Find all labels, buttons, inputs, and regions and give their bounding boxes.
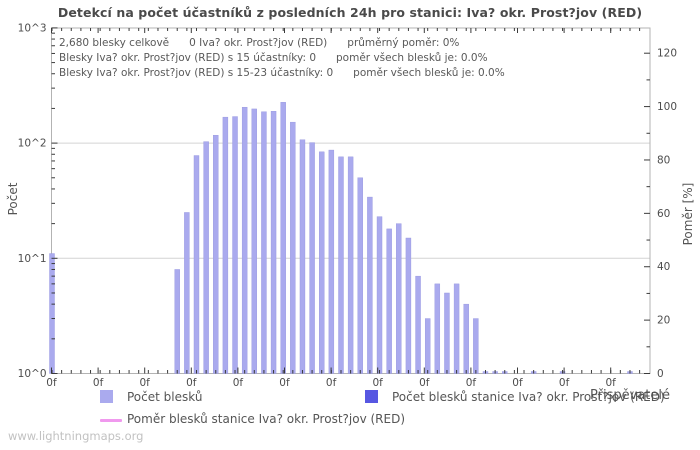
bar xyxy=(338,156,344,374)
bar xyxy=(280,102,286,374)
y-axis-label-left: Počet xyxy=(6,182,20,216)
x-tick-label: 0f xyxy=(466,377,477,389)
bar xyxy=(367,196,373,374)
bar xyxy=(241,106,248,374)
bar xyxy=(213,135,219,374)
y-left-tick-label: 10^1 xyxy=(18,253,47,265)
bar xyxy=(376,216,383,374)
x-tick-label: 0f xyxy=(93,377,104,389)
bar xyxy=(444,292,450,374)
y-axis-label-right: Poměr [%] xyxy=(681,182,695,246)
bar xyxy=(415,275,421,374)
x-tick-label: 0f xyxy=(186,377,197,389)
y-left-tick-label: 10^3 xyxy=(18,22,47,34)
stats-block: 2,680 blesky celkově 0 Iva? okr. Prost?j… xyxy=(59,36,505,81)
bar xyxy=(328,149,335,374)
bar xyxy=(232,116,238,374)
bar xyxy=(319,151,325,374)
x-tick-label: 0f xyxy=(373,377,384,389)
bar xyxy=(184,212,190,374)
legend-label-ratio: Poměr blesků stanice Iva? okr. Prost?jov… xyxy=(127,412,406,426)
bar xyxy=(396,223,402,374)
bar xyxy=(203,141,209,374)
bar xyxy=(424,318,431,374)
x-tick-label: 0f xyxy=(606,377,617,389)
bar xyxy=(463,303,469,374)
legend-line-ratio xyxy=(100,419,122,422)
y-right-tick-label: 80 xyxy=(657,154,670,166)
legend-label-station-flashes: Počet blesků stanice Iva? okr. Prost?jov… xyxy=(392,390,665,404)
y-right-tick-label: 0 xyxy=(657,368,664,380)
chart-title: Detekcí na počet účastníků z posledních … xyxy=(57,5,643,20)
bar xyxy=(453,283,460,374)
x-tick-label: 0f xyxy=(233,377,244,389)
y-right-tick-label: 120 xyxy=(657,48,677,60)
stats-line-1: 2,680 blesky celkově 0 Iva? okr. Prost?j… xyxy=(59,37,460,49)
x-axis-label: Přispěvatelé xyxy=(590,388,670,403)
bar xyxy=(222,116,229,374)
x-tick-label: 0f xyxy=(512,377,523,389)
bar xyxy=(193,155,200,374)
x-tick-label: 0f xyxy=(46,377,57,389)
bar xyxy=(405,237,412,374)
x-tick-label: 0f xyxy=(140,377,151,389)
bar xyxy=(386,228,392,374)
bar xyxy=(357,177,363,374)
stats-line-2: Blesky Iva? okr. Prost?jov (RED) s 15 úč… xyxy=(59,52,488,64)
y-right-tick-label: 100 xyxy=(657,101,677,113)
x-tick-label: 0f xyxy=(559,377,570,389)
bar xyxy=(270,111,277,374)
legend-label-total-flashes: Počet blesků xyxy=(127,390,203,404)
bar xyxy=(49,253,55,374)
bar xyxy=(309,142,315,374)
y-left-tick-label: 10^2 xyxy=(18,138,47,150)
bar xyxy=(251,108,257,374)
y-right-tick-label: 40 xyxy=(657,261,670,273)
y-right-tick-label: 60 xyxy=(657,208,670,220)
x-tick-label: 0f xyxy=(279,377,290,389)
legend-swatch-total-flashes xyxy=(100,390,113,403)
bar xyxy=(434,283,441,374)
y-left-tick-label: 10^0 xyxy=(18,368,47,380)
bar xyxy=(174,269,180,374)
x-tick-label: 0f xyxy=(326,377,337,389)
y-right-tick-label: 20 xyxy=(657,315,670,327)
x-tick-label: 0f xyxy=(419,377,430,389)
bar xyxy=(290,121,296,374)
stats-line-3: Blesky Iva? okr. Prost?jov (RED) s 15-23… xyxy=(59,67,505,79)
site-watermark: www.lightningmaps.org xyxy=(8,429,144,443)
bar xyxy=(347,156,354,374)
bar xyxy=(299,139,306,374)
bar xyxy=(261,111,267,374)
bar xyxy=(473,318,479,374)
legend-swatch-station-flashes xyxy=(365,390,378,403)
